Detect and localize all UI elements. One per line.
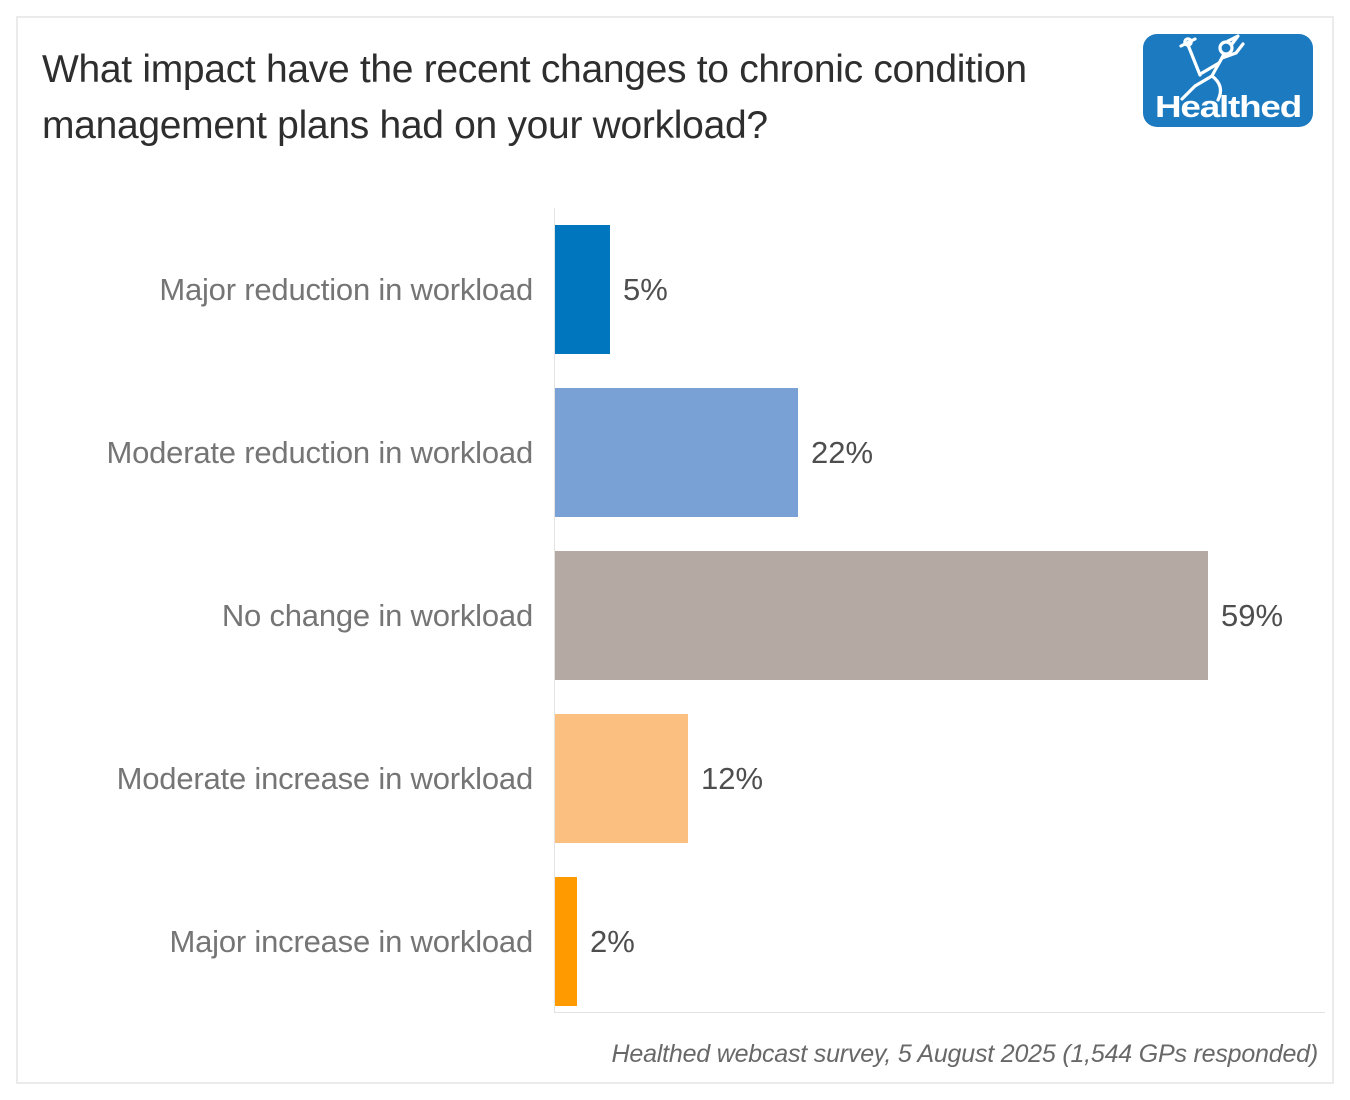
bar-cell: 12% (555, 697, 1336, 860)
chart-row: Major reduction in workload 5% (18, 208, 1336, 371)
bar-chart: Major reduction in workload 5% Moderate re… (18, 208, 1336, 1023)
bar (555, 714, 688, 843)
bar-cell: 5% (555, 208, 1336, 371)
category-label: No change in workload (221, 597, 533, 633)
chart-title-line2: management plans had on your workload? (42, 104, 768, 147)
bar-cell: 2% (555, 860, 1336, 1023)
bar (555, 551, 1208, 680)
value-label: 5% (623, 271, 668, 307)
hermes-figure-icon (1179, 34, 1245, 102)
bar (555, 388, 798, 517)
chart-row: Moderate increase in workload 12% (18, 697, 1336, 860)
healthed-logo: Healthed (1143, 34, 1313, 127)
bar (555, 877, 577, 1006)
chart-title: What impact have the recent changes to c… (42, 42, 1132, 154)
bar-cell: 22% (555, 371, 1336, 534)
value-label: 2% (590, 923, 635, 959)
chart-row: Moderate reduction in workload 22% (18, 371, 1336, 534)
value-label: 22% (811, 434, 874, 470)
category-label: Moderate increase in workload (116, 760, 534, 796)
source-note: Healthed webcast survey, 5 August 2025 (… (611, 1040, 1319, 1068)
x-axis-line (554, 1012, 1325, 1013)
value-label: 12% (701, 760, 764, 796)
chart-row: No change in workload 59% (18, 534, 1336, 697)
category-label: Major reduction in workload (159, 271, 533, 307)
bar-cell: 59% (555, 534, 1336, 697)
logo-background (1143, 34, 1313, 127)
y-axis-line (554, 208, 555, 1012)
category-label: Moderate reduction in workload (106, 434, 533, 470)
chart-row: Major increase in workload 2% (18, 860, 1336, 1023)
chart-title-line1: What impact have the recent changes to c… (42, 48, 1027, 91)
bar (555, 225, 610, 354)
logo-text: Healthed (1155, 89, 1301, 124)
category-label: Major increase in workload (169, 923, 533, 959)
value-label: 59% (1221, 597, 1284, 633)
chart-rows: Major reduction in workload 5% Moderate re… (18, 208, 1336, 1023)
chart-card: What impact have the recent changes to c… (16, 16, 1334, 1084)
